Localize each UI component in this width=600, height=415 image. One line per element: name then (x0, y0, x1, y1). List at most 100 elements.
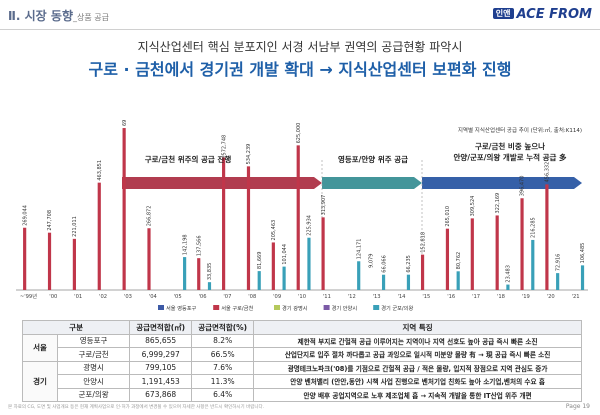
phase-label-2: 영등포/안양 위주 공급 (337, 155, 409, 164)
tick-label: '19 (522, 294, 530, 300)
bar (307, 237, 311, 290)
sum-cell: 6,999,297 (129, 347, 193, 362)
tick-label: '11 (323, 294, 331, 300)
data-label: 152,818 (420, 232, 426, 253)
legend-swatch (323, 305, 330, 310)
data-label: 9,079 (369, 254, 375, 268)
pct-cell: 7.6% (191, 360, 255, 375)
data-label: 396,470 (520, 176, 526, 197)
table-row: 안양시 1,191,453 11.3% 안양 벤처밸리 (안안,동안) 시책 사… (23, 374, 582, 389)
tick-label: '00 (49, 294, 57, 300)
legend-swatch (158, 305, 164, 310)
data-label: 33,835 (207, 263, 213, 281)
feature-cell: 제한적 부지로 간헐적 공급 이루어지는 지역이나 지역 선호도 높아 공급 즉… (253, 333, 582, 348)
bar (556, 273, 560, 290)
phase-label-3-line: 안양/군포/의왕 개발로 누적 공급 多 (453, 153, 567, 162)
logo-text: ACE FROM (516, 7, 593, 22)
page-headline: 구로 · 금천에서 경기권 개발 확대 → 지식산업센터 보편화 진행 (88, 60, 512, 79)
data-label: 265,010 (445, 206, 451, 227)
tick-label: '18 (497, 294, 505, 300)
chart-caption: 지역별 지식산업센터 공급 추이 (단위:㎡, 출처:K114) (457, 128, 582, 134)
tick-label: '13 (373, 294, 381, 300)
tick-label: '02 (99, 294, 107, 300)
tick-label: '15 (422, 294, 430, 300)
sum-cell: 799,105 (129, 360, 193, 375)
table-header-row: 구분 공급면적합(㎡) 공급면적합(%) 지역 특징 (21, 320, 582, 335)
data-label: 322,169 (495, 193, 501, 214)
bar (580, 265, 585, 290)
tick-label: '09 (273, 294, 281, 300)
data-label: 625,000 (296, 123, 302, 144)
data-label: 456,332 (545, 162, 551, 183)
data-label: 137,566 (196, 235, 202, 256)
data-label: 205,463 (271, 220, 277, 241)
col-feature: 지역 특징 (253, 320, 582, 335)
bar (72, 238, 76, 290)
data-label: 247,708 (47, 210, 53, 231)
logo-mark: 인앤 (492, 8, 514, 19)
bar (470, 218, 474, 290)
section-label: Ⅱ. 시장 동향 (8, 9, 73, 23)
legend-swatch (213, 305, 220, 310)
tick-label: '05 (174, 294, 182, 300)
bar (296, 145, 300, 290)
col-sum: 공급면적합(㎡) (129, 320, 193, 335)
phase-arrow-1 (122, 177, 322, 189)
bar (282, 266, 286, 290)
pct-cell: 66.5% (191, 347, 255, 362)
bar (246, 166, 251, 290)
table-row: 서울 영등포구 865,655 8.2% 제한적 부지로 간헐적 공급 이루어지… (22, 333, 582, 362)
bar (207, 282, 212, 290)
tick-label: '10 (298, 294, 306, 300)
col-pct: 공급면적합(%) (191, 320, 255, 335)
feature-cell: 광명테크노파크('08)를 기점으로 간헐적 공급 / 적은 물량, 입지적 장… (253, 360, 582, 375)
legend-entry: 경기 안양시 (332, 304, 358, 312)
page-number: Page 19 (565, 403, 590, 410)
data-label: 216,285 (530, 217, 536, 238)
tick-label: '20 (547, 294, 555, 300)
pct-cell: 6.4% (191, 387, 255, 402)
pct-cell: 11.3% (191, 374, 255, 389)
data-label: 101,044 (282, 244, 288, 265)
data-label: 225,934 (307, 215, 313, 236)
tick-label: '08 (248, 294, 256, 300)
legend-entry: 서울 영등포구 (166, 304, 197, 312)
legend-entry: 경기 광명시 (282, 304, 308, 312)
region-cell: 경기 (22, 360, 58, 402)
bar (222, 157, 226, 290)
phase-label-3-line: 구로/금천 비중 높으나 (474, 142, 546, 151)
legend-swatch (373, 305, 380, 310)
bar (321, 217, 325, 290)
supply-chart: 269,044 ~'99년 247,708 '00 221,011 '01 463,851 '… (16, 120, 588, 312)
subsection-label: _상품 공급 (72, 13, 109, 22)
bar (197, 258, 201, 290)
data-label: 463,851 (97, 160, 103, 181)
data-label: 221,011 (72, 216, 78, 237)
tick-label: '06 (199, 294, 207, 300)
tick-label: ~'99년 (20, 292, 37, 300)
bar (47, 232, 52, 290)
section-title: Ⅱ. 시장 동향_상품 공급 (8, 7, 109, 24)
page-subtitle: 지식산업센터 핵심 분포지인 서경 서남부 권역의 공급현황 파악시 (137, 40, 463, 54)
legend-swatch (274, 305, 280, 310)
bar (23, 227, 27, 290)
phase-label-1: 구로/금천 위주의 공급 진행 (144, 155, 232, 164)
bar (506, 284, 510, 290)
tick-label: '16 (447, 294, 455, 300)
bar (147, 228, 151, 290)
table-row: 군포/의왕 673,868 6.4% 안양 배후 공업지역으로 노후 제조업체 … (23, 387, 582, 402)
bar (357, 261, 361, 290)
bar (122, 128, 126, 290)
bar (495, 215, 499, 290)
bar (420, 254, 425, 290)
data-label: 313,907 (321, 195, 327, 216)
data-label: 269,044 (22, 205, 28, 226)
tick-label: '14 (397, 294, 406, 300)
bar (545, 184, 549, 290)
sum-cell: 673,868 (129, 387, 193, 402)
data-label: 23,483 (506, 265, 512, 283)
tick-label: '21 (572, 294, 580, 300)
bar (445, 228, 450, 290)
top-bar: Ⅱ. 시장 동향_상품 공급 인앤 ACE FROM (0, 0, 600, 30)
